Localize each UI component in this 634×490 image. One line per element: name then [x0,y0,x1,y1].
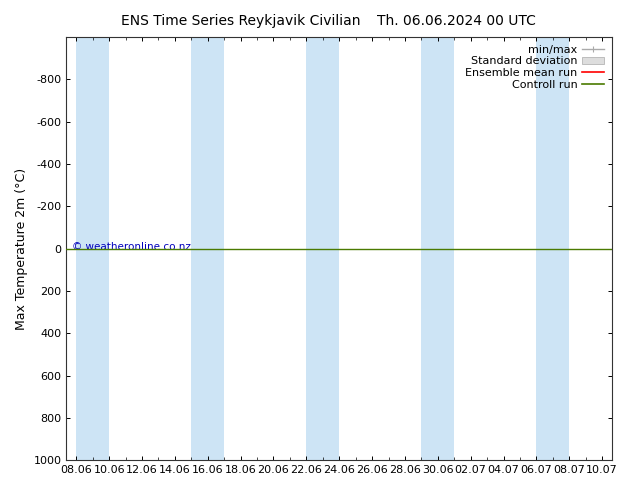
Bar [536,37,569,460]
Text: Th. 06.06.2024 00 UTC: Th. 06.06.2024 00 UTC [377,14,536,28]
Text: © weatheronline.co.nz: © weatheronline.co.nz [72,243,191,252]
Bar [191,37,224,460]
Bar [422,37,454,460]
Y-axis label: Max Temperature 2m (°C): Max Temperature 2m (°C) [15,168,28,330]
Bar [76,37,109,460]
Bar [306,37,339,460]
Legend: min/max, Standard deviation, Ensemble mean run, Controll run: min/max, Standard deviation, Ensemble me… [463,43,607,92]
Text: ENS Time Series Reykjavik Civilian: ENS Time Series Reykjavik Civilian [121,14,361,28]
